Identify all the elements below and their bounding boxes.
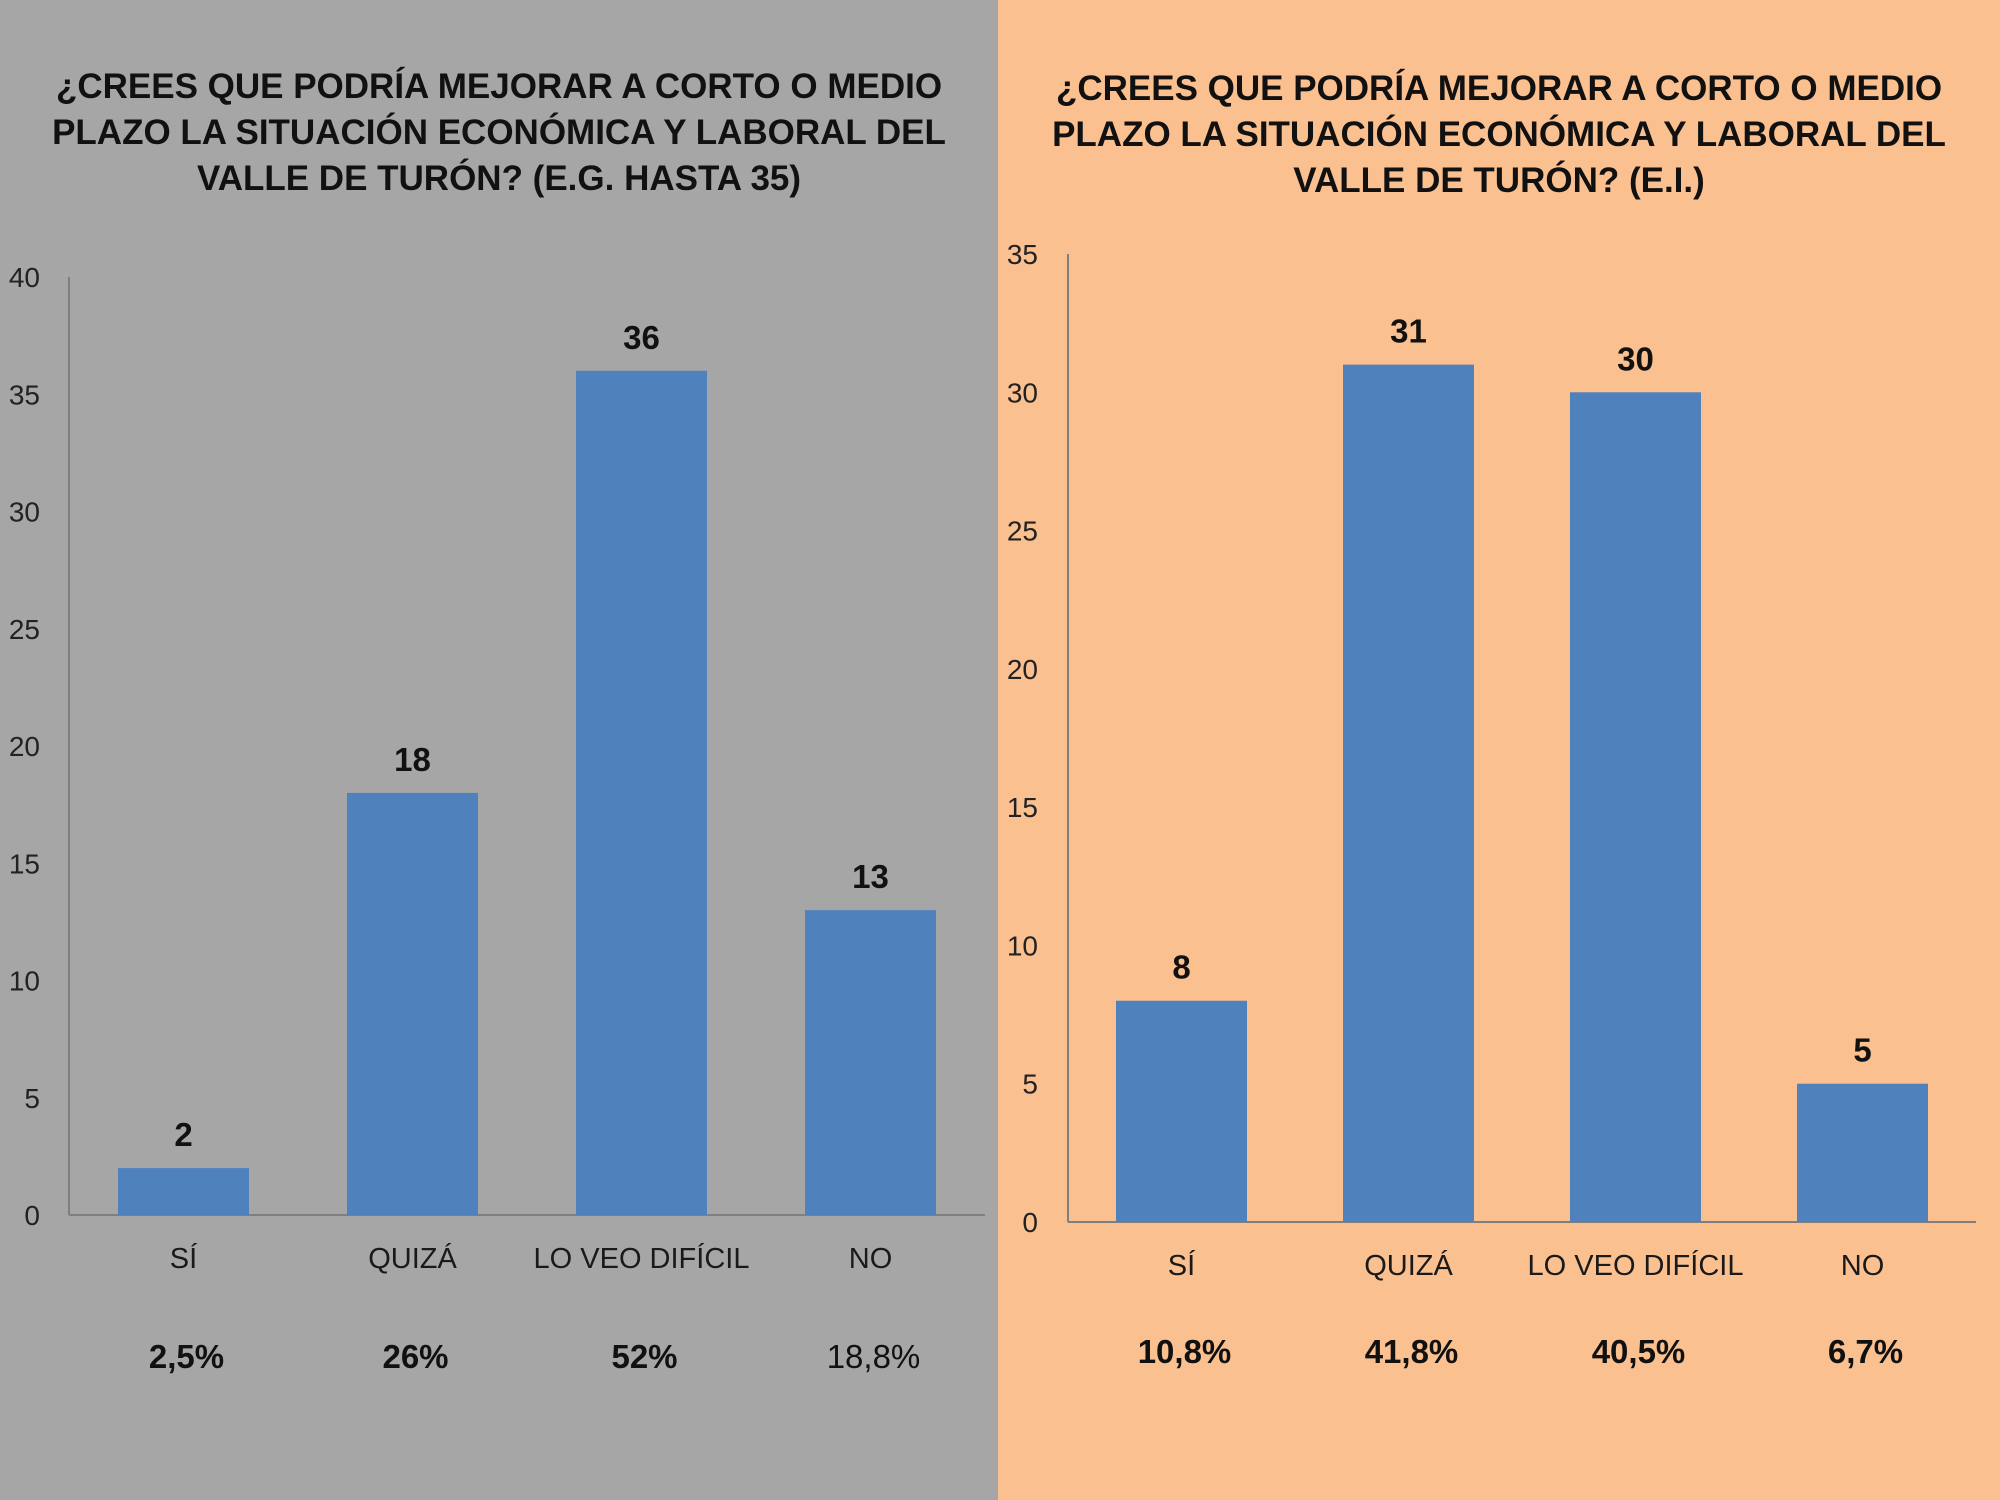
right-y-tick-label: 25 (1007, 516, 1038, 547)
left-category-label-3: LO VEO DIFÍCIL (534, 1242, 750, 1275)
left-y-tick-label: 10 (9, 966, 40, 997)
right-percentage-label-4: 6,7% (1828, 1333, 1903, 1370)
left-y-tick-label: 30 (9, 497, 40, 528)
left-data-label-2: 18 (394, 741, 431, 778)
left-bar-1 (118, 1168, 249, 1215)
left-bar-2 (347, 792, 478, 1215)
right-y-tick-label: 5 (1022, 1069, 1038, 1100)
right-bar-4 (1797, 1083, 1928, 1222)
right-title-line-3: VALLE DE TURÓN? (E.I.) (1293, 161, 1705, 200)
right-data-label-3: 30 (1617, 340, 1654, 377)
left-chart-title: ¿CREES QUE PODRÍA MEJORAR A CORTO O MEDI… (0, 64, 998, 202)
left-chart-panel: ¿CREES QUE PODRÍA MEJORAR A CORTO O MEDI… (0, 0, 998, 1500)
left-category-label-1: SÍ (170, 1242, 198, 1275)
left-data-label-1: 2 (174, 1116, 192, 1153)
left-bar-chart: 0 5 10 15 20 25 30 35 40 2 SÍ 2,5% 18 QUIZÁ 26% 36 LO VE… (9, 262, 985, 1375)
left-title-line-3: VALLE DE TURÓN? (E.G. HASTA 35) (196, 159, 802, 198)
right-percentage-label-3: 40,5% (1592, 1333, 1686, 1370)
right-category-label-4: NO (1841, 1250, 1885, 1282)
right-category-label-3: LO VEO DIFÍCIL (1528, 1249, 1744, 1282)
right-y-tick-label: 0 (1022, 1207, 1038, 1238)
right-bar-1 (1116, 1000, 1247, 1222)
left-y-tick-label: 5 (24, 1083, 40, 1114)
right-percentage-label-2: 41,8% (1365, 1333, 1459, 1370)
left-data-label-3: 36 (623, 319, 660, 356)
right-bar-2 (1343, 364, 1474, 1223)
left-y-tick-label: 0 (24, 1200, 40, 1231)
left-category-label-2: QUIZÁ (368, 1242, 457, 1275)
right-y-tick-label: 35 (1007, 239, 1038, 270)
right-category-label-2: QUIZÁ (1364, 1249, 1453, 1282)
left-bar-3 (576, 370, 707, 1215)
left-data-label-4: 13 (852, 858, 889, 895)
right-data-label-1: 8 (1172, 949, 1190, 986)
left-y-tick-label: 40 (9, 262, 40, 293)
right-bar-3 (1570, 392, 1701, 1222)
left-bar-4 (805, 910, 936, 1215)
left-y-tick-label: 20 (9, 731, 40, 762)
left-y-tick-label: 25 (9, 614, 40, 645)
left-y-tick-label: 35 (9, 379, 40, 410)
left-percentage-label-4: 18,8% (827, 1338, 921, 1375)
left-y-tick-label: 15 (9, 848, 40, 879)
right-y-tick-label: 10 (1007, 930, 1038, 961)
right-bar-chart: 0 5 10 15 20 25 30 35 8 SÍ 10,8% 31 QUIZÁ 41,8% 30 LO V… (1007, 239, 1976, 1370)
right-y-tick-label: 15 (1007, 792, 1038, 823)
right-y-tick-label: 30 (1007, 377, 1038, 408)
right-title-line-2: PLAZO LA SITUACIÓN ECONÓMICA Y LABORAL D… (1052, 115, 1946, 154)
right-chart-title: ¿CREES QUE PODRÍA MEJORAR A CORTO O MEDI… (998, 66, 2000, 204)
left-title-line-1: ¿CREES QUE PODRÍA MEJORAR A CORTO O MEDI… (55, 67, 943, 106)
right-title-line-1: ¿CREES QUE PODRÍA MEJORAR A CORTO O MEDI… (1055, 69, 1943, 108)
left-title-line-2: PLAZO LA SITUACIÓN ECONÓMICA Y LABORAL D… (52, 113, 946, 152)
right-category-label-1: SÍ (1168, 1249, 1196, 1282)
right-percentage-label-1: 10,8% (1138, 1333, 1232, 1370)
right-chart-panel: ¿CREES QUE PODRÍA MEJORAR A CORTO O MEDI… (998, 0, 2000, 1500)
left-percentage-label-3: 52% (611, 1338, 677, 1375)
right-data-label-2: 31 (1390, 313, 1427, 350)
right-y-tick-label: 20 (1007, 654, 1038, 685)
left-percentage-label-2: 26% (382, 1338, 448, 1375)
right-data-label-4: 5 (1853, 1032, 1871, 1069)
left-percentage-label-1: 2,5% (149, 1338, 224, 1375)
left-category-label-4: NO (849, 1243, 893, 1275)
